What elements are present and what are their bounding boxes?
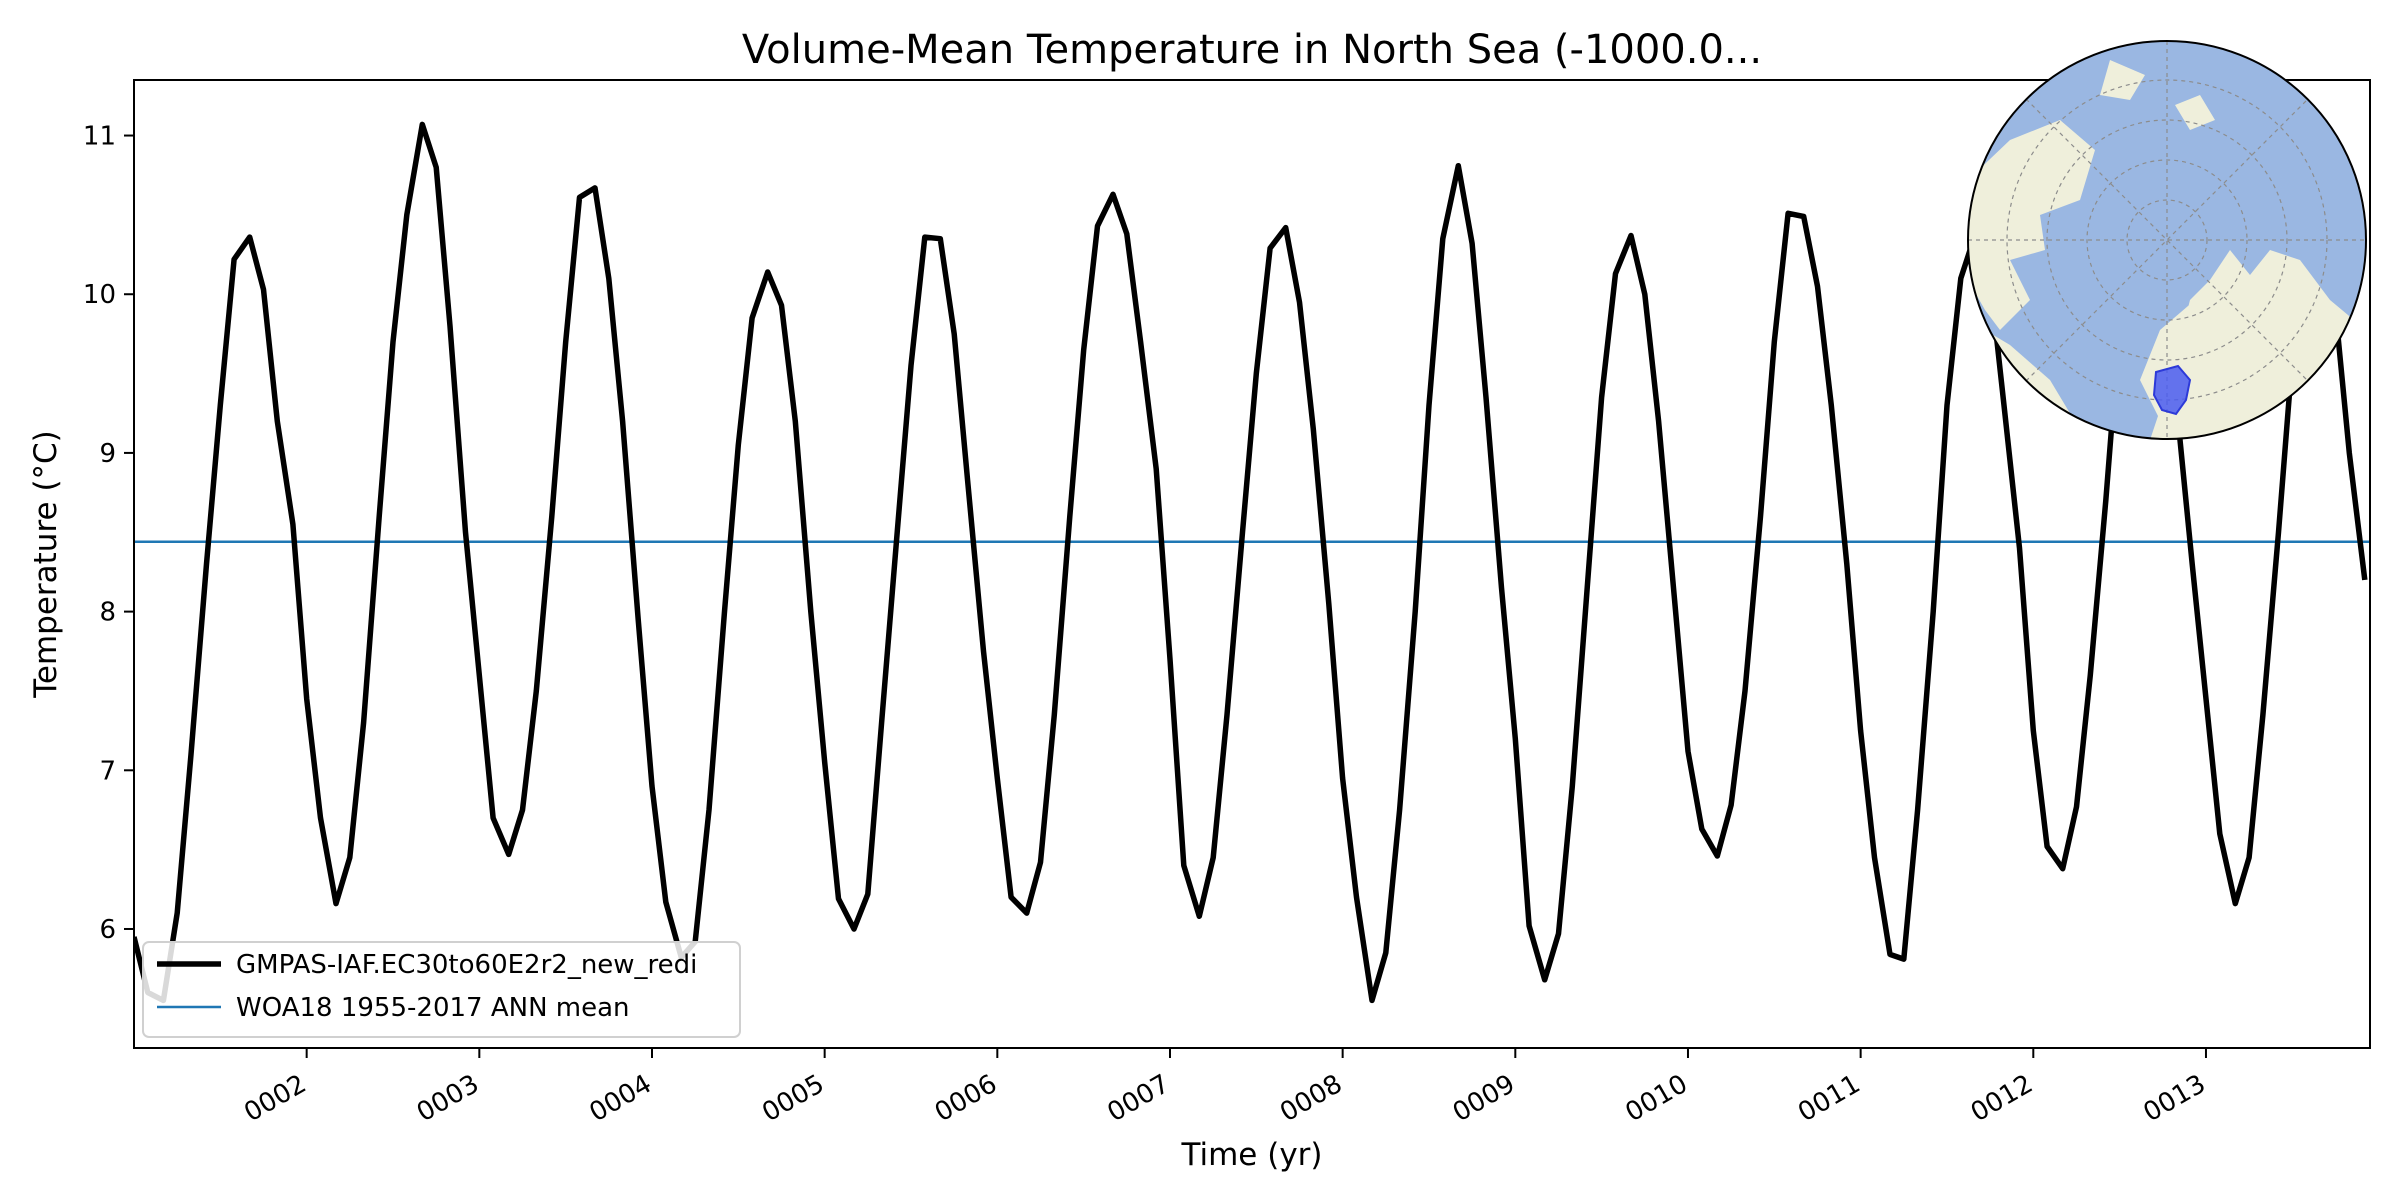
inset-polar-map bbox=[1967, 40, 2367, 440]
y-tick-label: 10 bbox=[83, 280, 116, 310]
map-land-north-america bbox=[1968, 120, 2095, 330]
y-tick-label: 7 bbox=[99, 756, 116, 786]
y-tick-label: 8 bbox=[99, 598, 116, 628]
legend-box bbox=[142, 941, 741, 1038]
map-boundary bbox=[1967, 40, 2367, 440]
legend: GMPAS-IAF.EC30to60E2r2_new_redi WOA18 19… bbox=[142, 941, 741, 1038]
y-tick-label: 9 bbox=[99, 439, 116, 469]
map-graticule bbox=[1968, 41, 2366, 439]
legend-label-gmpas-iaf: GMPAS-IAF.EC30to60E2r2_new_redi bbox=[236, 950, 697, 980]
y-tick-label: 11 bbox=[83, 122, 116, 152]
legend-label-woa18: WOA18 1955-2017 ANN mean bbox=[236, 993, 630, 1023]
x-axis-label: Time (yr) bbox=[1181, 1137, 1323, 1173]
y-axis-ticks: 6 7 8 9 10 11 bbox=[83, 122, 134, 945]
y-axis-label: Temperature (°C) bbox=[28, 430, 64, 699]
chart-title: Volume-Mean Temperature in North Sea (-1… bbox=[742, 27, 1762, 73]
plot-frame bbox=[133, 79, 2371, 1049]
map-land-arctic-islands bbox=[2100, 60, 2215, 130]
map-north-sea-region bbox=[2152, 364, 2192, 416]
y-tick-label: 6 bbox=[99, 915, 116, 945]
